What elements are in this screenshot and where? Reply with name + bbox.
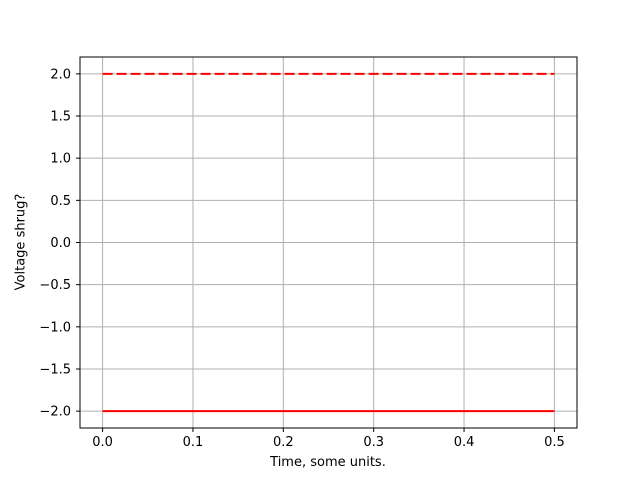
x-tick-label: 0.2 — [273, 435, 294, 450]
y-tick-label: −0.5 — [39, 278, 71, 293]
x-axis-label: Time, some units. — [270, 455, 386, 470]
x-tick-label: 0.4 — [454, 435, 475, 450]
x-tick-label: 0.3 — [363, 435, 384, 450]
x-tick-label: 0.5 — [544, 435, 565, 450]
y-tick-label: 1.5 — [50, 110, 71, 125]
y-tick-label: 0.0 — [50, 236, 71, 251]
y-tick-label: 2.0 — [50, 67, 71, 82]
y-axis-label: Voltage shrug? — [13, 193, 29, 291]
y-tick-label: 1.0 — [50, 152, 71, 167]
y-tick-label: 0.5 — [50, 194, 71, 209]
x-tick-label: 0.0 — [92, 435, 113, 450]
y-tick-label: −1.5 — [39, 362, 71, 377]
x-tick-label: 0.1 — [183, 435, 204, 450]
y-tick-label: −1.0 — [39, 320, 71, 335]
y-tick-label: −2.0 — [39, 405, 71, 420]
